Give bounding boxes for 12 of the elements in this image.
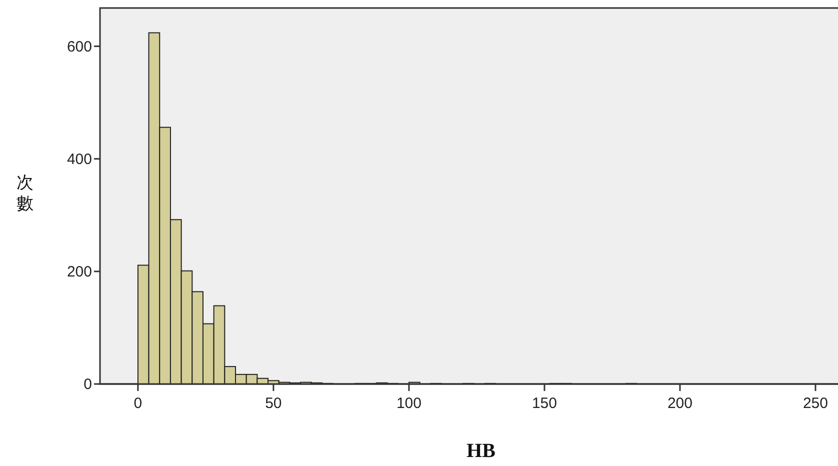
x-axis-title: HB xyxy=(466,440,496,462)
x-tick-label: 250 xyxy=(802,395,828,412)
x-tick-label: 100 xyxy=(396,395,422,412)
y-tick-label: 400 xyxy=(66,150,92,168)
x-tick-label: 200 xyxy=(667,395,692,412)
y-tick-label: 0 xyxy=(84,376,92,393)
y-axis-title: 次數 xyxy=(16,173,34,213)
x-tick-label: 150 xyxy=(532,395,557,412)
y-tick-label: 200 xyxy=(66,263,92,280)
x-tick-label: 50 xyxy=(265,395,282,412)
y-tick-label: 600 xyxy=(66,38,92,56)
x-tick-label: 0 xyxy=(134,395,142,412)
